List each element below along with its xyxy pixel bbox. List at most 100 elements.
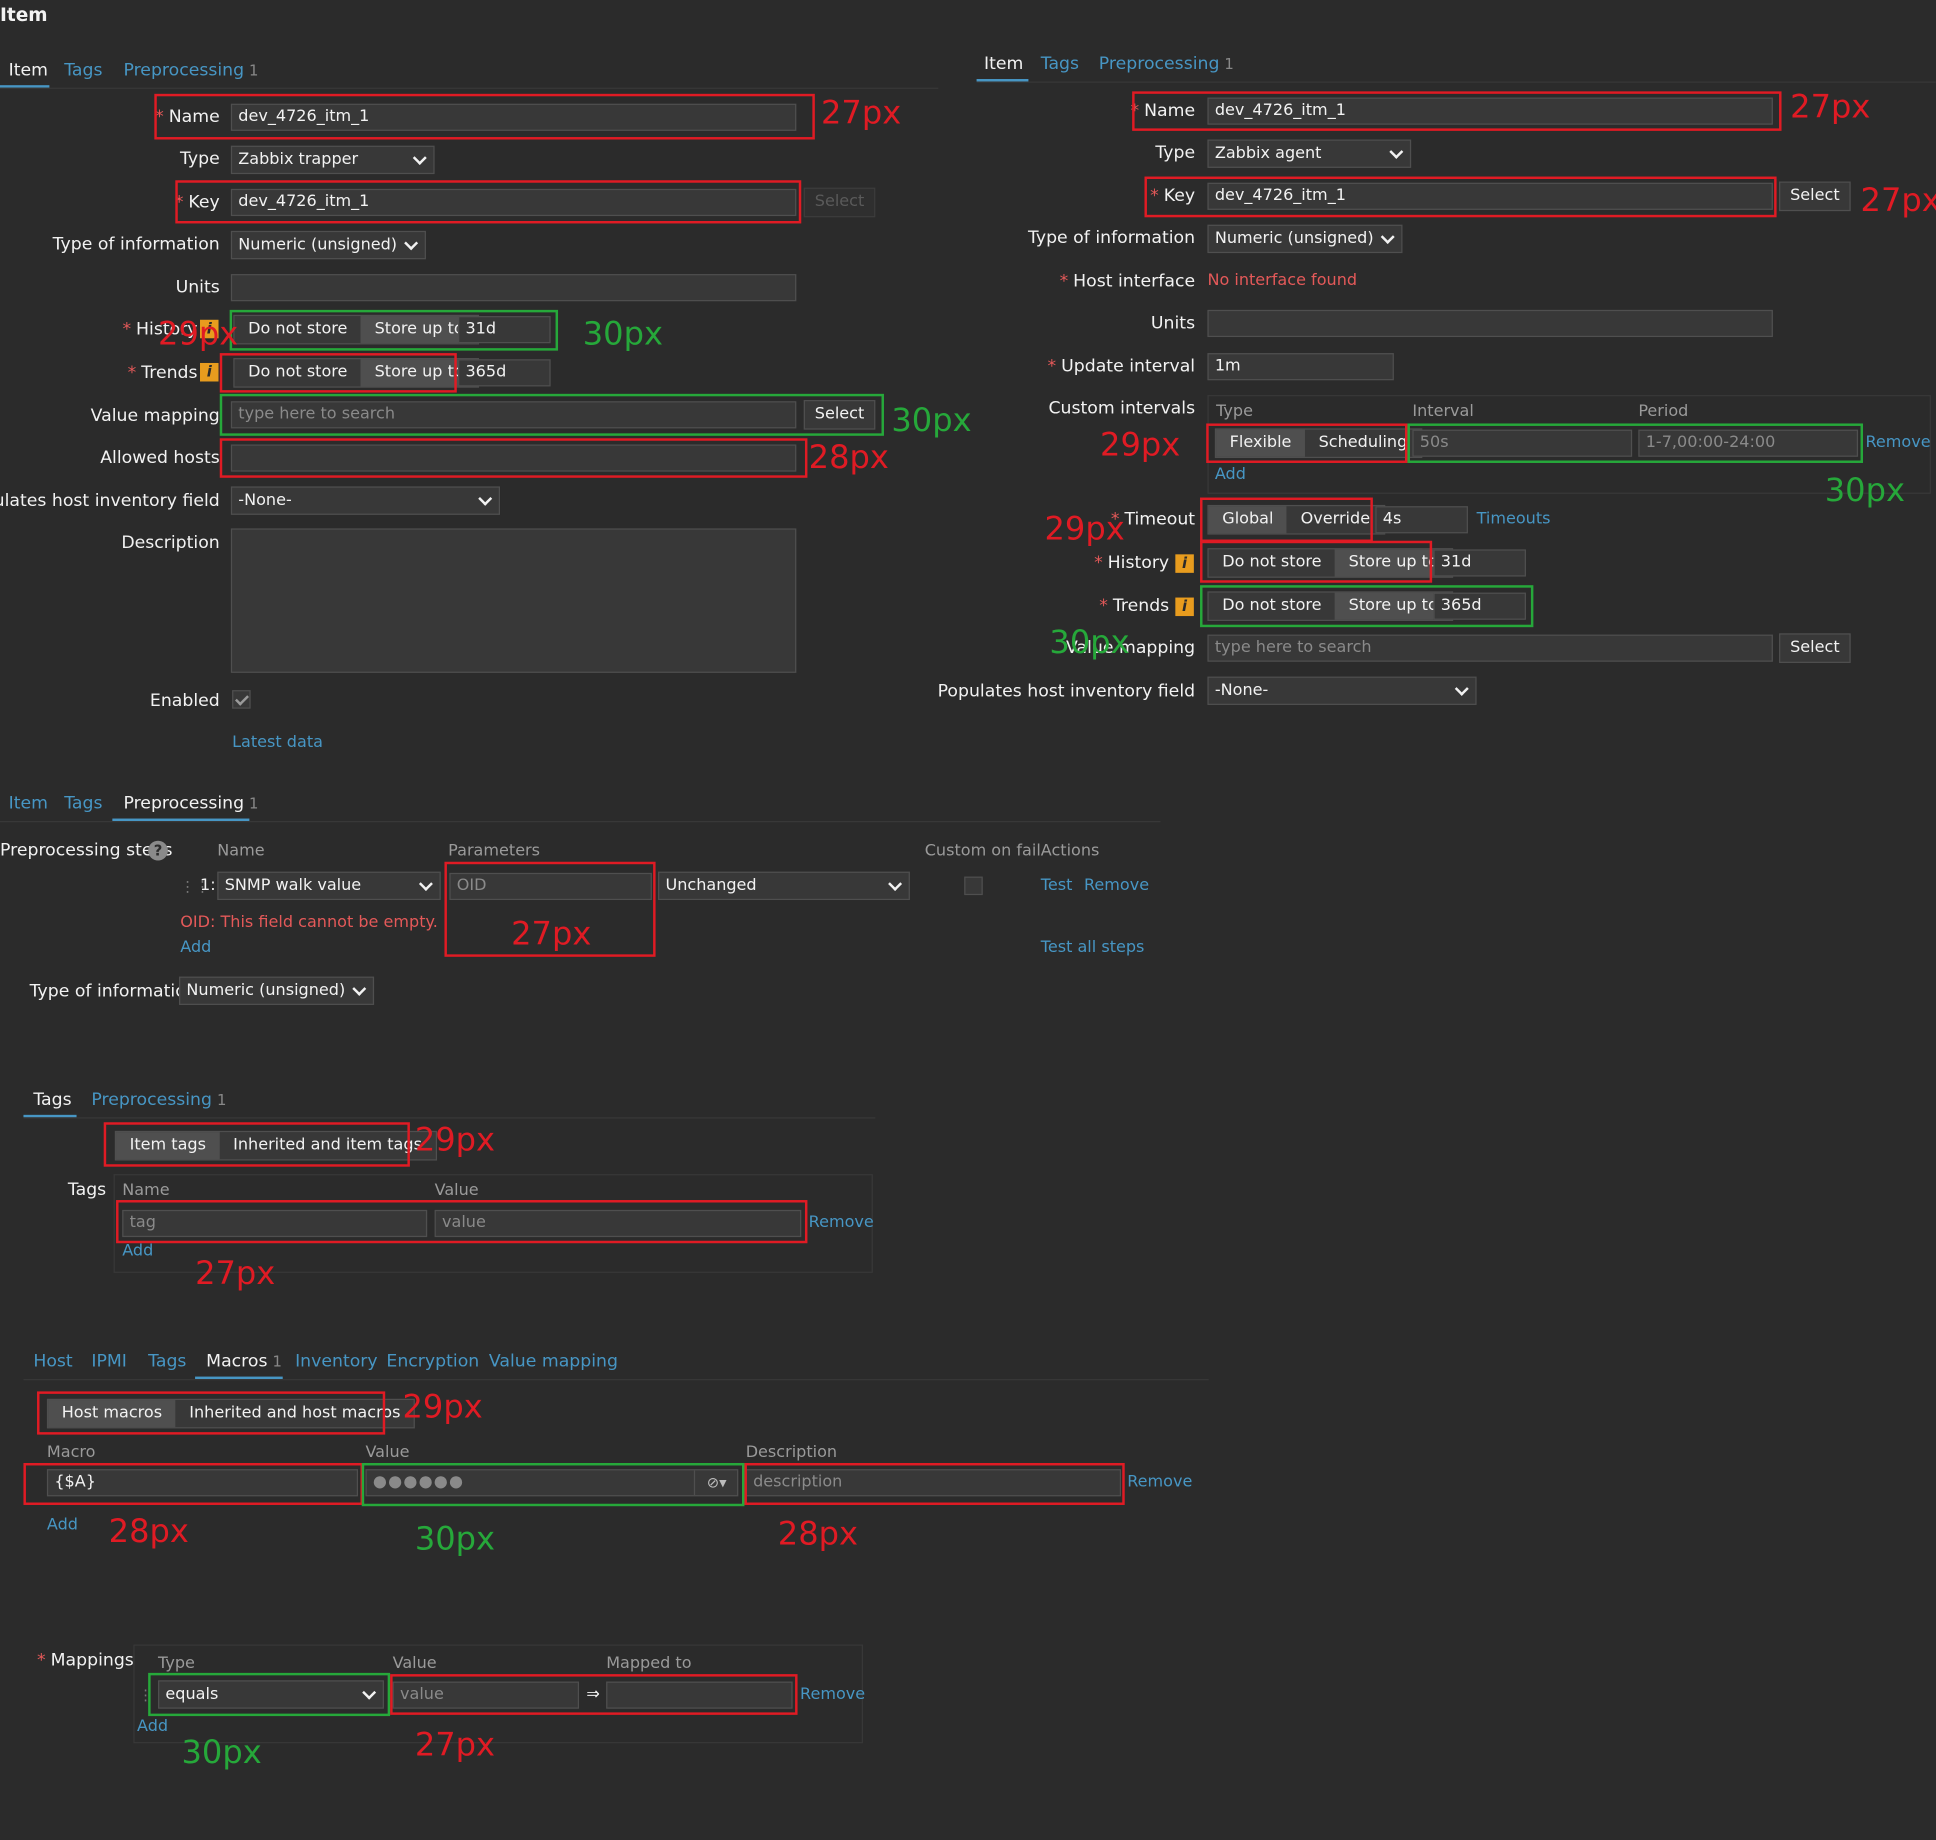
type-of-info-select[interactable]: Numeric (unsigned) — [1207, 224, 1403, 254]
step-test-link[interactable]: Test — [1040, 876, 1073, 896]
macro-description-input[interactable]: description — [745, 1469, 1122, 1497]
timeouts-link[interactable]: Timeouts — [1476, 509, 1551, 529]
inventory-select[interactable]: -None- — [1207, 676, 1477, 705]
key-input[interactable]: dev_4726_itm_1 — [230, 188, 797, 217]
name-input[interactable]: dev_4726_itm_1 — [230, 103, 797, 131]
macros-tab-inventory[interactable]: Inventory — [295, 1351, 378, 1372]
mapping-add-link[interactable]: Add — [137, 1717, 169, 1736]
host-macros-option[interactable]: Host macros — [48, 1400, 176, 1428]
macros-tab-tags[interactable]: Tags — [148, 1351, 187, 1372]
history-do-not-store[interactable]: Do not store — [248, 319, 348, 339]
name-input[interactable]: dev_4726_itm_1 — [1207, 97, 1773, 125]
param-select[interactable]: Unchanged — [658, 871, 910, 901]
right-tab-item[interactable]: Item — [983, 54, 1024, 75]
step-remove-link[interactable]: Remove — [1083, 876, 1150, 896]
pp-type-of-info-select[interactable]: Numeric (unsigned) — [179, 976, 375, 1005]
oid-input[interactable]: OID — [449, 872, 652, 901]
info-icon[interactable]: i — [200, 362, 219, 382]
tag-value-input[interactable]: value — [434, 1209, 802, 1238]
value-mapping-select-button[interactable]: Select — [1779, 633, 1851, 663]
interval-type-toggle[interactable]: Flexible Scheduling — [1214, 428, 1423, 459]
eye-slash-icon[interactable]: ⊘▾ — [693, 1470, 738, 1496]
type-of-info-select[interactable]: Numeric (unsigned) — [230, 230, 426, 260]
interval-input[interactable]: 50s — [1412, 429, 1633, 457]
mapping-remove-link[interactable]: Remove — [800, 1685, 866, 1704]
description-textarea[interactable] — [230, 528, 797, 673]
mapping-value-input[interactable]: value — [392, 1681, 580, 1709]
inherited-tags-option[interactable]: Inherited and item tags — [233, 1135, 422, 1155]
units-input[interactable] — [230, 274, 797, 302]
macros-tab-macros[interactable]: Macros 1 — [206, 1351, 282, 1373]
update-interval-input[interactable]: 1m — [1207, 353, 1394, 381]
trends-value-input[interactable]: 365d — [1433, 592, 1526, 620]
history-mode-toggle[interactable]: Do not store Store up to — [233, 314, 479, 345]
right-tab-tags[interactable]: Tags — [1040, 54, 1080, 75]
tags-tab-preprocessing[interactable]: Preprocessing 1 — [91, 1089, 226, 1111]
mapped-to-input[interactable] — [606, 1681, 793, 1709]
enabled-checkbox[interactable] — [232, 690, 251, 709]
macros-tab-encryption[interactable]: Encryption — [386, 1351, 480, 1372]
macro-add-link[interactable]: Add — [46, 1516, 78, 1535]
right-tab-preprocessing[interactable]: Preprocessing 1 — [1099, 53, 1234, 75]
inventory-select[interactable]: -None- — [230, 486, 501, 515]
value-mapping-input[interactable]: type here to search — [230, 401, 797, 429]
allowed-hosts-input[interactable] — [230, 444, 797, 472]
type-select[interactable]: Zabbix trapper — [230, 145, 435, 175]
trends-do-not-store[interactable]: Do not store — [248, 362, 348, 382]
type-select[interactable]: Zabbix agent — [1207, 139, 1412, 168]
info-icon[interactable]: i — [200, 319, 219, 339]
value-mapping-input[interactable]: type here to search — [1207, 634, 1773, 662]
latest-data-link[interactable]: Latest data — [232, 733, 323, 752]
timeout-toggle[interactable]: Global Override — [1207, 504, 1385, 535]
key-select-button[interactable]: Select — [803, 187, 876, 218]
trends-do-not-store[interactable]: Do not store — [1222, 596, 1322, 615]
units-input[interactable] — [1207, 309, 1773, 338]
macros-tab-value-mapping[interactable]: Value mapping — [488, 1351, 618, 1372]
left-tab-preprocessing[interactable]: Preprocessing 1 — [123, 59, 258, 81]
pp-tab-preprocessing[interactable]: Preprocessing 1 — [123, 793, 258, 815]
interval-scheduling[interactable]: Scheduling — [1318, 433, 1408, 452]
history-value-input[interactable]: 31d — [1433, 549, 1526, 577]
interval-add-link[interactable]: Add — [1214, 465, 1246, 484]
history-store-up-to[interactable]: Store up to — [361, 316, 478, 344]
value-mapping-select-button[interactable]: Select — [803, 400, 876, 430]
info-icon[interactable]: i — [1175, 597, 1194, 617]
macros-mode-toggle[interactable]: Host macros Inherited and host macros — [46, 1398, 416, 1429]
period-input[interactable]: 1-7,00:00-24:00 — [1638, 429, 1859, 457]
macro-value-input[interactable]: ●●●●●● — [365, 1469, 739, 1497]
step-add-link[interactable]: Add — [180, 938, 212, 957]
trends-value-input[interactable]: 365d — [458, 359, 551, 387]
key-select-button[interactable]: Select — [1779, 181, 1851, 212]
macros-tab-ipmi[interactable]: IPMI — [91, 1351, 127, 1372]
timeout-global[interactable]: Global — [1208, 506, 1288, 534]
macro-input[interactable]: {$A} — [46, 1469, 359, 1497]
tag-name-input[interactable]: tag — [122, 1209, 428, 1238]
key-input[interactable]: dev_4726_itm_1 — [1207, 182, 1773, 210]
test-all-steps-link[interactable]: Test all steps — [1040, 938, 1145, 957]
timeout-override[interactable]: Override — [1300, 509, 1371, 529]
tag-remove-link[interactable]: Remove — [808, 1213, 874, 1233]
macros-tab-host[interactable]: Host — [33, 1351, 73, 1372]
trends-mode-toggle[interactable]: Do not store Store up to — [233, 358, 479, 388]
drag-handle-icon[interactable]: ⋮⋮ — [180, 877, 210, 896]
tag-add-link[interactable]: Add — [122, 1242, 154, 1261]
interval-flexible[interactable]: Flexible — [1216, 429, 1306, 457]
left-tab-item[interactable]: Item — [8, 60, 48, 81]
trends-store-up-to[interactable]: Store up to — [1335, 592, 1452, 620]
timeout-value-input[interactable]: 4s — [1375, 506, 1468, 534]
pp-tab-item[interactable]: Item — [8, 793, 48, 814]
trends-mode-toggle[interactable]: Do not store Store up to — [1207, 591, 1453, 622]
mapping-type-select[interactable]: equals — [158, 1680, 384, 1709]
custom-on-fail-checkbox[interactable] — [964, 876, 983, 896]
left-tab-tags[interactable]: Tags — [64, 60, 103, 81]
item-tags-option[interactable]: Item tags — [116, 1132, 220, 1160]
help-icon[interactable]: ? — [148, 840, 168, 861]
pp-tab-tags[interactable]: Tags — [64, 793, 103, 814]
tags-tab-tags[interactable]: Tags — [33, 1090, 72, 1110]
tags-mode-toggle[interactable]: Item tags Inherited and item tags — [114, 1130, 437, 1161]
step-name-select[interactable]: SNMP walk value — [217, 871, 441, 901]
history-do-not-store[interactable]: Do not store — [1222, 553, 1322, 572]
history-value-input[interactable]: 31d — [458, 316, 551, 344]
interval-remove-link[interactable]: Remove — [1865, 433, 1931, 452]
inherited-macros-option[interactable]: Inherited and host macros — [189, 1403, 401, 1423]
